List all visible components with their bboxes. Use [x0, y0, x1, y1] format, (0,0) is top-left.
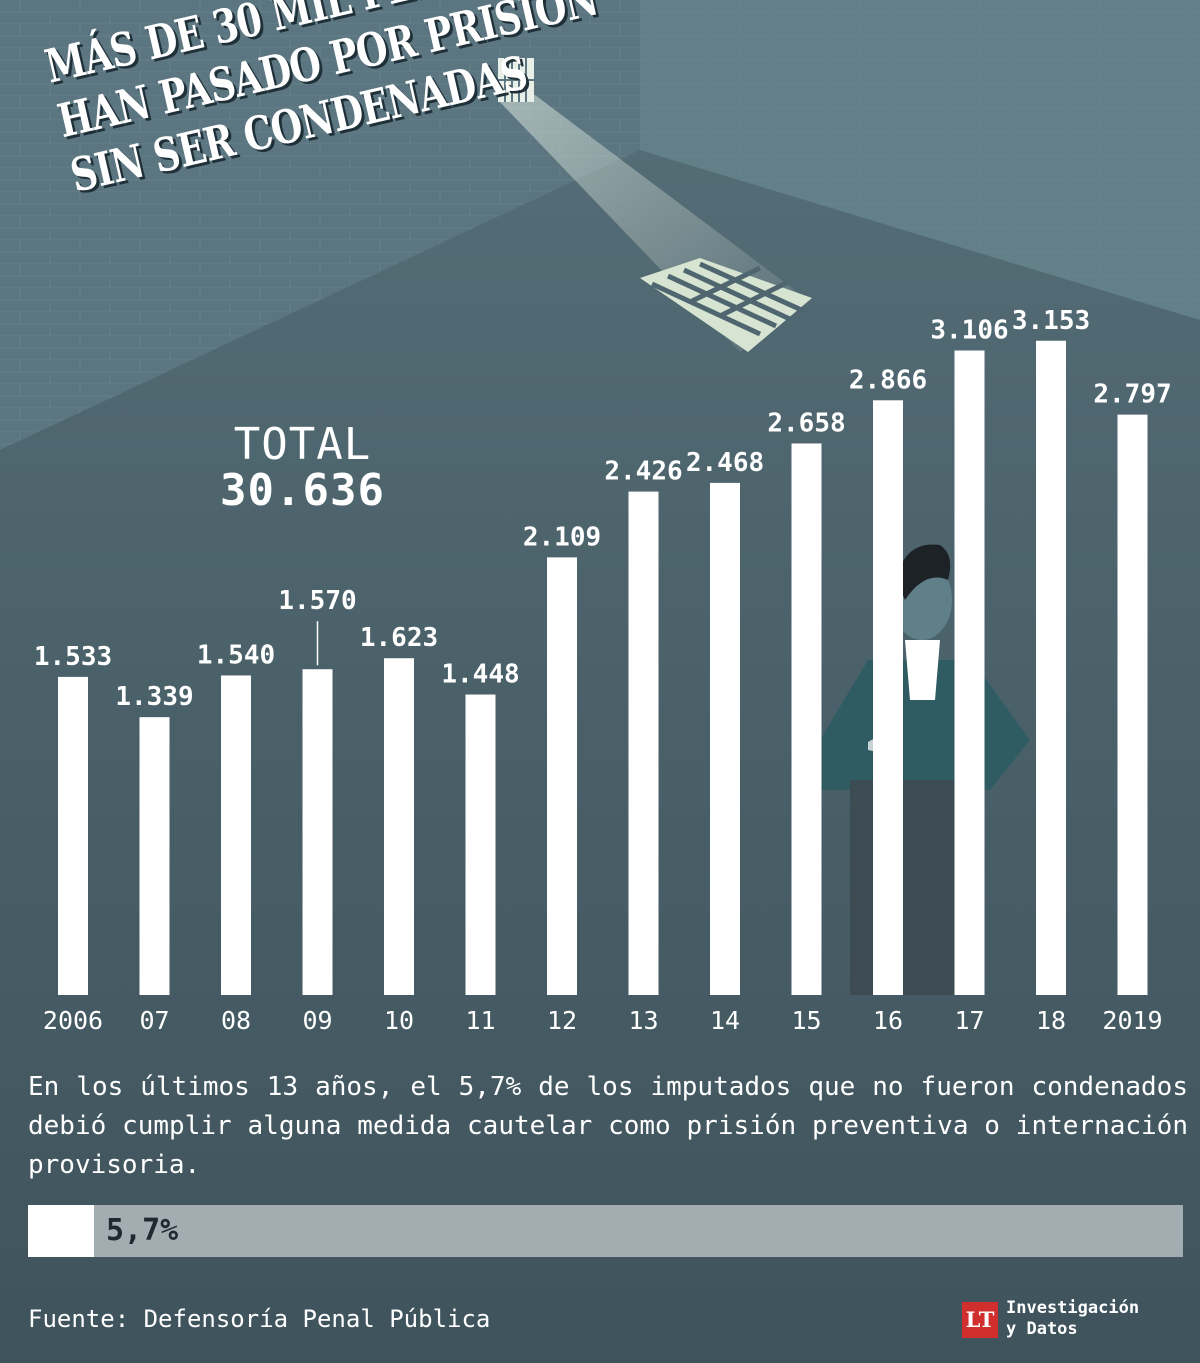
value-label-2006: 1.533	[34, 642, 112, 672]
window-icon	[498, 58, 534, 102]
value-label-2019: 2.797	[1093, 380, 1171, 410]
value-label-15: 2.658	[767, 408, 845, 438]
value-label-11: 1.448	[441, 660, 519, 690]
tick-label-14: 14	[710, 1006, 740, 1035]
brand-logo: LT	[962, 1302, 998, 1338]
total-label: TOTAL	[233, 419, 372, 470]
bar-11	[465, 694, 496, 995]
brand: LT Investigación y Datos	[962, 1298, 1182, 1342]
left-wall-bricks	[0, 0, 640, 450]
value-label-16: 2.866	[849, 365, 927, 395]
tick-label-17: 17	[954, 1006, 984, 1035]
value-label-17: 3.106	[930, 316, 1008, 346]
value-label-12: 2.109	[523, 522, 601, 552]
bar-10	[384, 658, 414, 995]
brand-line-2: y Datos	[1006, 1319, 1078, 1339]
note-text: En los últimos 13 años, el 5,7% de los i…	[28, 1072, 1188, 1180]
value-label-10: 1.623	[360, 623, 438, 653]
bar-2019	[1117, 414, 1148, 995]
brand-text: Investigación y Datos	[1006, 1298, 1139, 1340]
total-value: 30.636	[220, 465, 385, 516]
bar-18	[1036, 340, 1066, 995]
bar-08	[221, 675, 251, 995]
percent-bar-fill	[28, 1205, 94, 1257]
value-label-09: 1.570	[278, 586, 356, 616]
percent-bar-track	[28, 1205, 1183, 1257]
tick-label-13: 13	[628, 1006, 658, 1035]
tick-label-07: 07	[139, 1006, 169, 1035]
bar-2006	[58, 676, 88, 995]
tick-label-10: 10	[384, 1006, 414, 1035]
bar-17	[954, 350, 985, 995]
bar-16	[873, 400, 903, 995]
value-label-18: 3.153	[1012, 306, 1090, 336]
tick-label-11: 11	[465, 1006, 495, 1035]
bar-15	[791, 443, 822, 996]
bar-09	[302, 669, 333, 995]
tick-label-18: 18	[1036, 1006, 1066, 1035]
tick-label-09: 09	[302, 1006, 332, 1035]
source-text: Fuente: Defensoría Penal Pública	[28, 1305, 491, 1333]
bar-13	[628, 491, 659, 995]
bar-chart: 1.533 2006 1.339 07 1.540 08 1.570 09 1.623 10 1.4…	[34, 306, 1172, 1035]
value-label-08: 1.540	[197, 640, 275, 670]
percent-bar-label: 5,7%	[106, 1213, 179, 1248]
brand-line-1: Investigación	[1006, 1298, 1140, 1318]
value-label-13: 2.426	[604, 457, 682, 487]
tick-label-12: 12	[547, 1006, 577, 1035]
tick-label-2019: 2019	[1102, 1006, 1162, 1035]
tick-label-08: 08	[221, 1006, 251, 1035]
tick-label-15: 15	[791, 1006, 821, 1035]
bar-12	[547, 557, 577, 995]
tick-label-2006: 2006	[43, 1006, 103, 1035]
person-illustration	[820, 544, 1030, 995]
right-wall-bricks	[640, 0, 1200, 320]
tick-label-16: 16	[873, 1006, 903, 1035]
value-label-07: 1.339	[115, 682, 193, 712]
bar-07	[139, 717, 170, 995]
bar-14	[710, 482, 740, 995]
value-label-14: 2.468	[686, 448, 764, 478]
window-light-patch-icon	[640, 258, 812, 352]
